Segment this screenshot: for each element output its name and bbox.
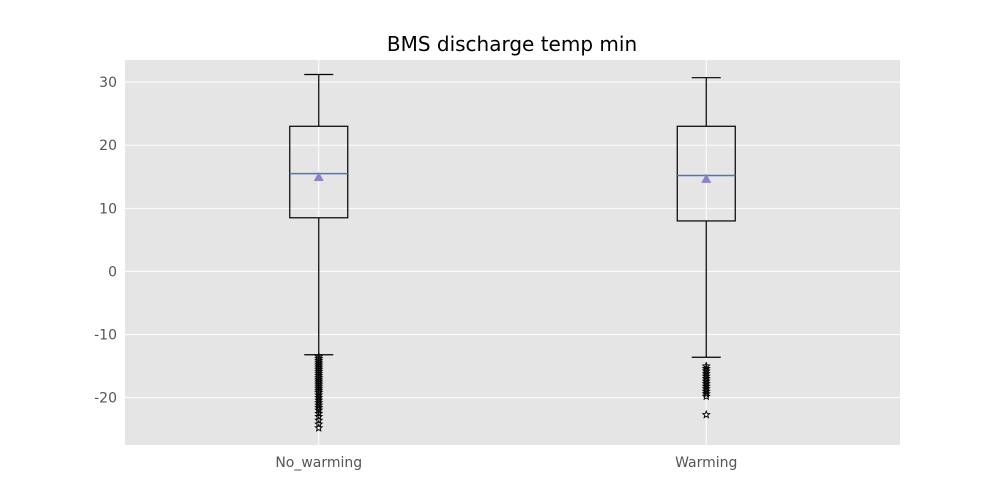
outlier-point xyxy=(314,423,324,432)
y-tick-label: 30 xyxy=(99,75,117,91)
mean-marker xyxy=(313,171,324,182)
y-tick-label: 10 xyxy=(99,201,117,217)
y-tick-labels: -20 -10 0 10 20 30 xyxy=(94,75,117,407)
x-tick-label: No_warming xyxy=(275,455,362,471)
outlier-point xyxy=(314,419,324,429)
x-tick-labels: No_warming Warming xyxy=(275,455,737,471)
outlier-point xyxy=(701,409,711,419)
y-tick-label: 0 xyxy=(108,264,117,280)
outlier-point xyxy=(701,391,711,401)
outlier-point xyxy=(701,389,711,398)
y-tick-label: -10 xyxy=(94,328,117,344)
y-tick-label: 20 xyxy=(99,138,117,154)
x-tick-label: Warming xyxy=(675,455,737,471)
box-group xyxy=(676,77,736,419)
box xyxy=(676,125,736,222)
boxes xyxy=(289,73,736,432)
y-tick-label: -20 xyxy=(94,391,117,407)
box xyxy=(289,125,349,219)
chart-title: BMS discharge temp min xyxy=(387,32,637,56)
grid-lines xyxy=(125,60,900,445)
mean-marker xyxy=(701,173,712,183)
box-group xyxy=(289,73,349,432)
outlier-point xyxy=(314,408,324,418)
plot-area xyxy=(125,60,900,445)
outlier-point xyxy=(314,411,324,421)
outlier-point xyxy=(314,415,324,425)
